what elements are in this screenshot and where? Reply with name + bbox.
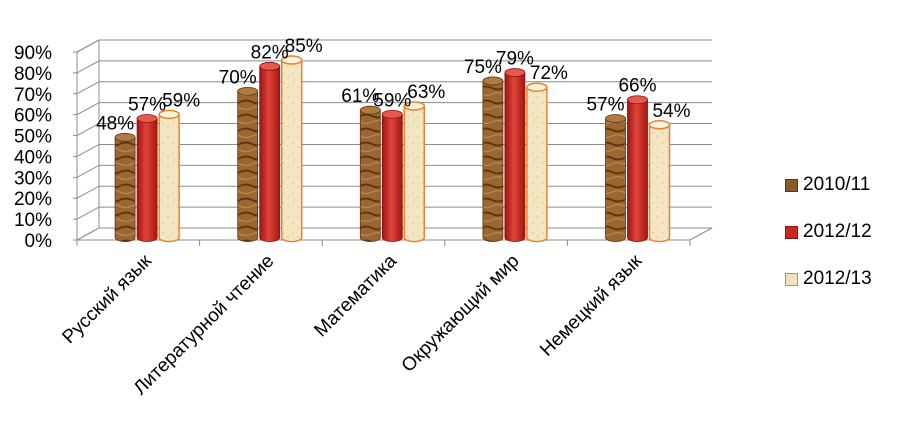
bar-body xyxy=(158,113,180,243)
bar-body xyxy=(237,90,259,242)
y-tick-label: 80% xyxy=(14,64,52,85)
x-tick-label: Литературной чтение xyxy=(130,251,279,400)
bar-body xyxy=(259,65,281,242)
bar-body xyxy=(381,113,403,242)
bar xyxy=(158,109,180,243)
data-label: 59% xyxy=(373,90,411,111)
bar xyxy=(381,109,403,242)
legend-label: 2012/12 xyxy=(803,221,872,242)
bar-top xyxy=(648,120,671,130)
bar xyxy=(526,82,548,243)
bar-top xyxy=(482,76,504,86)
bar xyxy=(114,132,136,242)
data-label: 54% xyxy=(652,101,690,122)
bar-top xyxy=(504,68,526,77)
data-label: 70% xyxy=(219,67,257,88)
bar xyxy=(259,61,281,242)
grid-line xyxy=(76,60,712,74)
bar-body xyxy=(482,80,504,242)
data-label: 61% xyxy=(341,86,379,107)
data-label: 57% xyxy=(586,95,624,116)
data-label: 63% xyxy=(407,82,445,103)
bar-top xyxy=(381,109,403,119)
side-wall xyxy=(76,39,100,241)
y-tick-label: 60% xyxy=(14,106,52,127)
bar-top xyxy=(259,61,281,71)
bar xyxy=(403,101,426,243)
bar xyxy=(359,105,381,242)
data-label: 85% xyxy=(285,36,323,57)
legend-label: 2010/11 xyxy=(803,174,871,195)
y-tick-label: 20% xyxy=(14,189,52,210)
legend-swatch-cream xyxy=(785,272,798,286)
y-tick-label: 50% xyxy=(14,127,52,148)
bars xyxy=(114,55,671,243)
bar-body xyxy=(504,72,526,242)
grid-line xyxy=(76,39,712,53)
bar xyxy=(627,95,648,242)
bar-top xyxy=(237,86,259,96)
data-label: 48% xyxy=(96,113,134,134)
bar-top xyxy=(158,109,180,120)
data-label: 57% xyxy=(128,95,166,116)
bar-top xyxy=(136,114,158,123)
bar-body xyxy=(627,99,648,242)
bar-top xyxy=(403,101,426,111)
data-label: 72% xyxy=(530,63,568,84)
x-tick-label: Математика xyxy=(310,250,401,341)
bar-top xyxy=(627,95,648,105)
legend: 2010/11 2012/12 2012/13 xyxy=(785,172,895,313)
bar xyxy=(280,55,303,243)
x-tick-label: Окружающий мир xyxy=(398,251,524,377)
legend-item-series-3: 2012/13 xyxy=(785,266,895,292)
bar-body xyxy=(526,86,548,243)
legend-label: 2012/13 xyxy=(803,268,872,289)
bar-body xyxy=(605,118,626,242)
bar-top xyxy=(359,105,381,115)
y-tick-label: 40% xyxy=(14,147,52,168)
bar-top xyxy=(280,55,303,65)
bar xyxy=(136,114,158,242)
bar xyxy=(605,114,626,242)
legend-swatch-wood xyxy=(785,178,798,192)
data-label: 79% xyxy=(496,49,534,70)
data-label: 59% xyxy=(162,90,200,111)
legend-item-series-2: 2012/12 xyxy=(785,219,895,245)
legend-item-series-1: 2010/11 xyxy=(785,172,895,198)
bar xyxy=(504,68,526,242)
bar-body xyxy=(403,105,426,243)
bar-top xyxy=(526,82,548,92)
bar-body xyxy=(114,136,136,242)
y-tick-label: 30% xyxy=(14,168,52,189)
bar xyxy=(648,120,671,243)
y-tick-label: 0% xyxy=(25,231,53,252)
bar-top xyxy=(605,114,626,123)
bar xyxy=(482,76,504,242)
x-tick-label: Немецкий язык xyxy=(536,250,647,361)
bar-body xyxy=(648,124,671,243)
data-label: 66% xyxy=(618,76,656,97)
y-tick-label: 70% xyxy=(14,85,52,106)
y-tick-label: 90% xyxy=(14,43,52,64)
bar-body xyxy=(359,109,381,242)
legend-swatch-red xyxy=(785,225,798,239)
data-label: 82% xyxy=(251,42,289,63)
bar xyxy=(237,86,259,242)
data-label: 75% xyxy=(464,57,502,78)
bar-body xyxy=(136,118,158,242)
bar-top xyxy=(114,132,136,142)
data-labels: 48%57%59%70%82%85%61%59%63%75%79%72%57%6… xyxy=(96,36,691,134)
bar-body xyxy=(280,59,303,243)
y-tick-label: 10% xyxy=(14,210,52,231)
x-tick-label: Русский язык xyxy=(58,250,156,348)
y-axis-tick-labels: 0%10%20%30%40%50%60%70%80%90% xyxy=(14,43,52,252)
